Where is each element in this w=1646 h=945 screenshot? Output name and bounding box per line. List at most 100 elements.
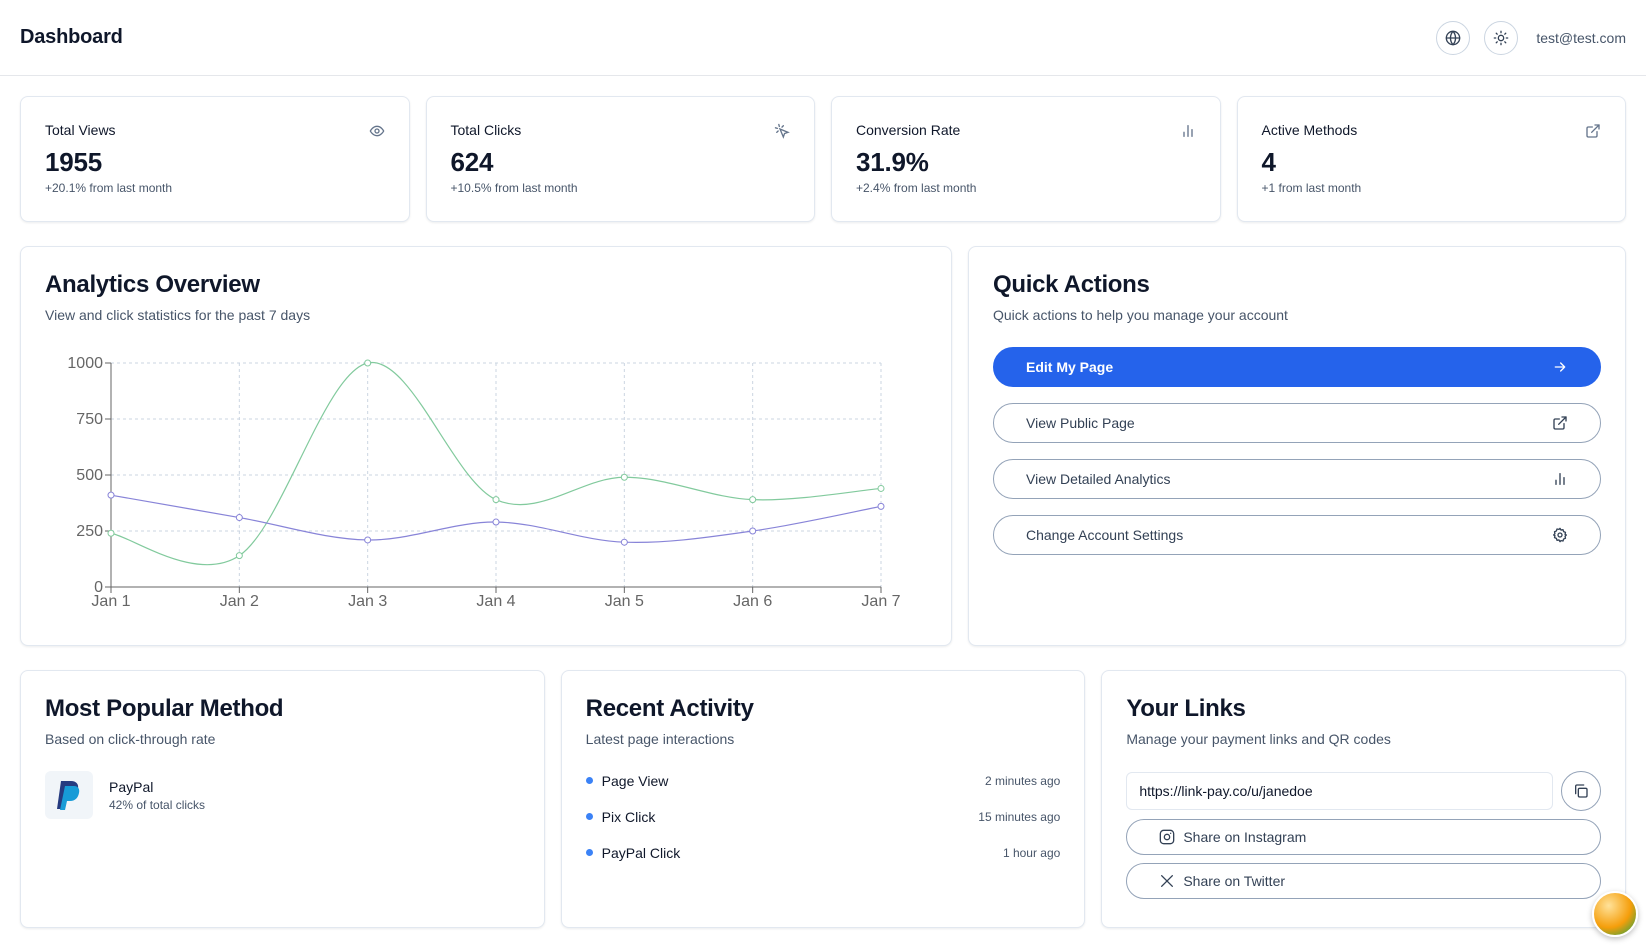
activity-time: 2 minutes ago [984, 773, 1061, 788]
data-point [235, 552, 243, 560]
top-right-controls: test@test.com [1436, 20, 1626, 55]
x-tick-label: Jan 5 [605, 593, 644, 607]
y-tick-label: 500 [76, 467, 103, 484]
most-popular-card: Most Popular Method Based on click-throu… [20, 670, 545, 928]
stat-label: Total Clicks [450, 122, 522, 138]
list-item: Page View 2 minutes ago [585, 771, 1061, 790]
middle-row: Analytics Overview View and click statis… [20, 246, 1626, 646]
y-tick-label: 750 [76, 411, 103, 428]
data-point [620, 538, 628, 546]
your-links-description: Manage your payment links and QR codes [1126, 731, 1391, 747]
analytics-line-chart: 0 250 500 750 1000 Jan 1 Jan 2 Jan 3 Jan 4 Jan 5 J… [67, 355, 900, 610]
external-link-icon [1553, 416, 1567, 430]
page-title: Dashboard [20, 26, 123, 48]
data-point [877, 484, 885, 492]
x-tick-label: Jan 3 [348, 593, 387, 607]
status-dot [585, 777, 593, 784]
button-label: Change Account Settings [1026, 527, 1184, 543]
sun-icon [1493, 30, 1509, 45]
stat-value: 624 [450, 147, 494, 177]
data-point [749, 527, 757, 535]
edit-my-page-button[interactable]: Edit My Page [993, 347, 1601, 387]
floating-avatar-button[interactable] [1592, 891, 1638, 937]
globe-icon [1445, 30, 1461, 45]
analytics-title: Analytics Overview [45, 271, 260, 298]
stat-card-total-views: Total Views 1955 +20.1% from last month [20, 96, 410, 222]
paypal-logo-icon [45, 771, 93, 819]
y-tick-label: 1000 [67, 355, 103, 372]
status-dot [585, 813, 593, 820]
stat-value: 31.9% [856, 147, 929, 177]
series-line-0 [110, 362, 882, 566]
analytics-description: View and click statistics for the past 7… [45, 307, 311, 323]
user-email[interactable]: test@test.com [1536, 29, 1626, 46]
data-point [749, 496, 757, 504]
share-instagram-button[interactable]: Share on Instagram [1126, 819, 1601, 855]
stat-value: 4 [1261, 147, 1276, 177]
bar-chart-icon [1555, 473, 1565, 485]
stat-label: Total Views [45, 122, 116, 138]
recent-activity-description: Latest page interactions [585, 731, 735, 747]
language-button[interactable] [1436, 20, 1471, 55]
data-point [620, 473, 628, 481]
link-url-input[interactable] [1126, 772, 1553, 810]
x-tick-label: Jan 4 [476, 593, 515, 607]
button-label: Share on Instagram [1183, 829, 1307, 845]
status-dot [585, 849, 593, 856]
theme-toggle-button[interactable] [1484, 20, 1519, 55]
bottom-row: Most Popular Method Based on click-throu… [20, 670, 1626, 928]
data-point [364, 536, 372, 544]
button-label: Share on Twitter [1183, 873, 1286, 889]
stat-change: +2.4% from last month [856, 181, 977, 195]
stats-row: Total Views 1955 +20.1% from last month … [20, 96, 1626, 222]
external-link-icon [1586, 124, 1600, 138]
data-point [235, 514, 243, 522]
chart-container: 0 250 500 750 1000 Jan 1 Jan 2 Jan 3 Jan 4 Jan 5 J… [45, 337, 927, 612]
view-public-page-button[interactable]: View Public Page [993, 403, 1601, 443]
top-bar: Dashboard test@test.com [0, 0, 1646, 76]
list-item: PayPal Click 1 hour ago [585, 843, 1061, 862]
method-name: PayPal [109, 778, 154, 795]
activity-list: Page View 2 minutes ago Pix Click 15 min… [585, 771, 1061, 862]
link-row [1126, 771, 1601, 811]
change-account-settings-button[interactable]: Change Account Settings [993, 515, 1601, 555]
x-twitter-icon [1161, 875, 1174, 887]
stat-card-conversion-rate: Conversion Rate 31.9% +2.4% from last mo… [831, 96, 1221, 222]
activity-label: PayPal Click [601, 844, 681, 861]
x-tick-label: Jan 2 [220, 593, 259, 607]
stat-change: +10.5% from last month [450, 181, 578, 195]
pointer-click-icon [774, 123, 790, 139]
activity-label: Pix Click [601, 808, 656, 825]
main-content: Total Views 1955 +20.1% from last month … [0, 76, 1646, 945]
most-popular-title: Most Popular Method [45, 695, 284, 722]
stat-card-active-methods: Active Methods 4 +1 from last month [1236, 96, 1626, 222]
share-twitter-button[interactable]: Share on Twitter [1126, 863, 1601, 899]
x-tick-label: Jan 6 [733, 593, 772, 607]
bar-chart-icon [1182, 125, 1193, 137]
eye-icon [369, 125, 384, 137]
x-tick-label: Jan 7 [861, 593, 900, 607]
popular-method-item: PayPal 42% of total clicks [45, 771, 520, 819]
stat-label: Conversion Rate [856, 122, 961, 138]
stat-value: 1955 [45, 147, 103, 177]
data-point [364, 359, 372, 367]
quick-actions-list: Edit My Page View Public Page View Detai… [993, 347, 1601, 555]
activity-time: 1 hour ago [1002, 845, 1061, 860]
view-detailed-analytics-button[interactable]: View Detailed Analytics [993, 459, 1601, 499]
activity-time: 15 minutes ago [978, 809, 1061, 824]
button-label: View Detailed Analytics [1026, 471, 1171, 487]
copy-link-button[interactable] [1561, 771, 1601, 811]
stat-change: +20.1% from last month [45, 181, 173, 195]
analytics-card: Analytics Overview View and click statis… [20, 246, 952, 646]
your-links-card: Your Links Manage your payment links and… [1101, 670, 1626, 928]
quick-actions-card: Quick Actions Quick actions to help you … [968, 246, 1626, 646]
y-tick-label: 0 [94, 579, 103, 596]
your-links-title: Your Links [1126, 695, 1246, 722]
recent-activity-title: Recent Activity [585, 695, 754, 722]
y-tick-label: 250 [76, 523, 103, 540]
data-point [107, 491, 115, 499]
button-label: Edit My Page [1026, 359, 1114, 375]
recent-activity-card: Recent Activity Latest page interactions… [560, 670, 1086, 928]
instagram-icon [1159, 829, 1175, 845]
button-label: View Public Page [1026, 415, 1135, 431]
